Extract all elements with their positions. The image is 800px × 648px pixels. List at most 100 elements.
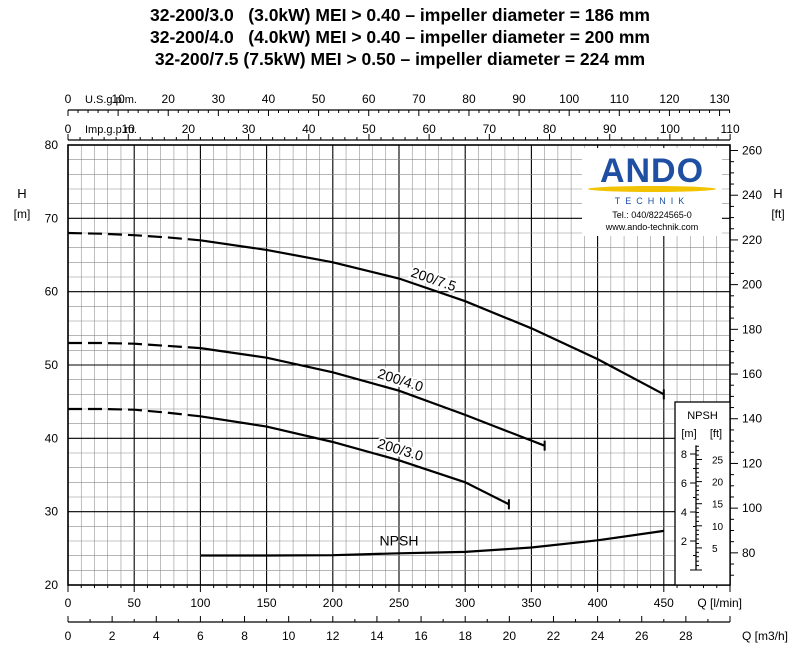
- x-m3h-tick-label: 10: [282, 629, 296, 643]
- x-axis-label: Q [l/min]: [697, 596, 742, 610]
- y-ft-tick-label: 140: [742, 412, 762, 426]
- x-m3h-tick-label: 22: [547, 629, 561, 643]
- logo-website: www.ando-technik.com: [605, 222, 699, 232]
- npsh-curve: [200, 529, 664, 557]
- x-impgpm-tick-label: 80: [543, 122, 557, 136]
- x-tick-label: 400: [588, 596, 608, 610]
- x-m3h-tick-label: 12: [326, 629, 340, 643]
- npsh-curve-label: NPSH: [380, 532, 419, 548]
- x-impgpm-tick-label: 20: [182, 122, 196, 136]
- x-tick-label: 350: [521, 596, 541, 610]
- npsh-ft-tick-label: 10: [712, 522, 724, 533]
- y-ft-tick-label: 240: [742, 188, 762, 202]
- npsh-scale-box: [674, 401, 731, 586]
- x-impgpm-axis-label: Imp.g.p.m.: [85, 124, 137, 136]
- x-usgpm-tick-label: 10: [111, 92, 125, 106]
- y-ft-tick-label: 260: [742, 144, 762, 158]
- series-curve: [200, 239, 665, 396]
- y-ft-tick-label: 180: [742, 322, 762, 336]
- x-usgpm-tick-label: 60: [362, 92, 376, 106]
- x-usgpm-tick-label: 0: [65, 92, 72, 106]
- logo-brand: ANDO: [599, 152, 705, 190]
- x-tick-label: 250: [389, 596, 409, 610]
- x-usgpm-tick-label: 50: [312, 92, 326, 106]
- x-m3h-tick-label: 28: [679, 629, 693, 643]
- npsh-ft-tick-label: 25: [712, 456, 724, 467]
- x-tick-label: 200: [323, 596, 343, 610]
- y-ft-tick-label: 160: [742, 367, 762, 381]
- series-curve-dashed: [68, 341, 201, 350]
- x-tick-label: 300: [455, 596, 475, 610]
- npsh-ft-tick-label: 15: [712, 500, 724, 511]
- x-m3h-tick-label: 14: [370, 629, 384, 643]
- x-usgpm-tick-label: 70: [412, 92, 426, 106]
- x-usgpm-tick-label: 20: [162, 92, 176, 106]
- series-curve: [200, 347, 545, 447]
- y-tick-label: 60: [45, 285, 59, 299]
- x-usgpm-tick-label: 120: [659, 92, 679, 106]
- x-impgpm-tick-label: 100: [660, 122, 680, 136]
- y-ft-tick-label: 100: [742, 501, 762, 515]
- ando-technik-logo: ANDO TECHNIK Tel.: 040/8224565-0 www.and…: [582, 148, 722, 236]
- x-m3h-tick-label: 6: [197, 629, 204, 643]
- x-usgpm-axis-label: U.S.g.p.m.: [85, 94, 137, 106]
- logo-subtitle: TECHNIK: [614, 196, 690, 206]
- series-curve-dashed: [67, 231, 201, 242]
- x-m3h-tick-label: 18: [459, 629, 473, 643]
- y-tick-label: 70: [45, 211, 59, 225]
- logo-swoosh-icon: [588, 186, 716, 192]
- x-tick-label: 50: [128, 596, 142, 610]
- x-impgpm-tick-label: 30: [242, 122, 256, 136]
- chart-title-line-1: 32-200/3.0 (3.0kW) MEI > 0.40 – impeller…: [150, 5, 650, 25]
- x-m3h-tick-label: 8: [241, 629, 248, 643]
- y-axis-label: H: [17, 186, 26, 201]
- y-ft-tick-label: 220: [742, 233, 762, 247]
- npsh-m-tick-label: 8: [681, 449, 687, 461]
- y-tick-label: 40: [45, 431, 59, 445]
- x-m3h-axis-label: Q [m3/h]: [742, 629, 788, 643]
- x-m3h-tick-label: 4: [153, 629, 160, 643]
- y-ft-tick-label: 120: [742, 456, 762, 470]
- chart-title-line-2: 32-200/4.0 (4.0kW) MEI > 0.40 – impeller…: [150, 27, 650, 47]
- y-ft-axis-label: H: [773, 186, 782, 201]
- logo-phone: Tel.: 040/8224565-0: [612, 210, 692, 220]
- npsh-scale-unit-m: [m]: [681, 428, 696, 440]
- x-m3h-tick-label: 0: [65, 629, 72, 643]
- x-impgpm-tick-label: 50: [362, 122, 376, 136]
- x-tick-label: 450: [654, 596, 674, 610]
- x-usgpm-tick-label: 90: [512, 92, 526, 106]
- y-axis-unit: [m]: [14, 207, 31, 221]
- x-usgpm-tick-label: 100: [559, 92, 579, 106]
- npsh-scale-unit-ft: [ft]: [710, 428, 722, 440]
- npsh-m-tick-label: 4: [681, 507, 687, 519]
- x-impgpm-tick-label: 40: [302, 122, 316, 136]
- x-usgpm-tick-label: 80: [462, 92, 476, 106]
- x-tick-label: 0: [65, 596, 72, 610]
- npsh-scale-title: NPSH: [687, 410, 718, 422]
- x-tick-label: 100: [190, 596, 210, 610]
- chart-titles: 32-200/3.0 (3.0kW) MEI > 0.40 – impeller…: [0, 4, 800, 70]
- y-tick-label: 50: [45, 358, 59, 372]
- x-m3h-tick-label: 26: [635, 629, 649, 643]
- npsh-m-tick-label: 6: [681, 478, 687, 490]
- x-impgpm-tick-label: 110: [721, 122, 740, 136]
- y-tick-label: 80: [45, 138, 59, 152]
- npsh-ft-tick-label: 5: [712, 544, 718, 555]
- y-ft-tick-label: 200: [742, 278, 762, 292]
- x-impgpm-tick-label: 0: [65, 122, 72, 136]
- x-impgpm-tick-label: 60: [422, 122, 436, 136]
- y-tick-label: 30: [45, 505, 59, 519]
- npsh-ft-tick-label: 20: [712, 478, 724, 489]
- y-ft-axis-unit: [ft]: [771, 207, 784, 221]
- x-impgpm-tick-label: 70: [483, 122, 497, 136]
- x-m3h-tick-label: 2: [109, 629, 116, 643]
- chart-title-line-3: 32-200/7.5 (7.5kW) MEI > 0.50 – impeller…: [154, 49, 646, 69]
- x-usgpm-tick-label: 40: [262, 92, 276, 106]
- x-m3h-tick-label: 16: [414, 629, 428, 643]
- x-tick-label: 150: [257, 596, 277, 610]
- y-ft-tick-label: 80: [742, 546, 756, 560]
- series-curve-dashed: [68, 407, 201, 418]
- x-usgpm-tick-label: 30: [212, 92, 226, 106]
- y-tick-label: 20: [45, 578, 59, 592]
